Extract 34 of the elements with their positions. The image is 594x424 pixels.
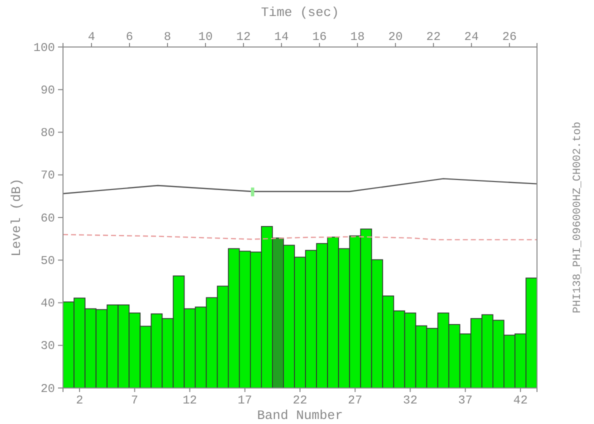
x2-tick-label: 10 — [198, 30, 213, 44]
y-tick-label: 60 — [40, 211, 55, 226]
x-tick-label: 2 — [76, 394, 84, 408]
x2-axis-title: Time (sec) — [260, 5, 340, 20]
y-tick-label: 20 — [40, 382, 55, 396]
x2-tick-label: 26 — [502, 30, 517, 44]
text: PHI138_PHI_096000HZ_CH002.tob — [572, 122, 584, 314]
y-tick-label: 30 — [40, 339, 55, 354]
y-tick-label: 100 — [33, 40, 55, 55]
x2-tick-label: 14 — [274, 30, 289, 44]
x2-tick-label: 22 — [426, 30, 441, 44]
x2-tick-label: 20 — [388, 30, 403, 44]
y-tick-label: 40 — [40, 296, 55, 311]
y-tick-label: 80 — [40, 126, 55, 140]
x-tick-label: 12 — [182, 394, 197, 408]
x-tick-label: 7 — [131, 394, 138, 408]
x2-tick-label: 6 — [126, 30, 134, 44]
x-tick-label: 42 — [513, 394, 528, 408]
y-tick-label: 50 — [40, 254, 55, 268]
x-tick-label: 37 — [458, 394, 473, 408]
x2-tick-label: 16 — [312, 30, 327, 44]
x-tick-label: 22 — [292, 394, 308, 408]
x-axis-title: Band Number — [257, 408, 343, 423]
x2-tick-label: 4 — [88, 30, 96, 44]
x-tick-label: 17 — [238, 394, 252, 408]
x2-tick-label: 12 — [236, 30, 251, 44]
y-axis-title: Level (dB) — [9, 178, 24, 257]
x-tick-label: 32 — [403, 394, 418, 408]
x2-tick-label: 18 — [350, 30, 365, 44]
x-tick-label: 27 — [348, 394, 362, 408]
x2-tick-label: 8 — [164, 30, 172, 44]
x2-tick-label: 24 — [464, 30, 479, 44]
y-tick-label: 90 — [40, 83, 55, 98]
y-tick-label: 70 — [40, 168, 55, 183]
